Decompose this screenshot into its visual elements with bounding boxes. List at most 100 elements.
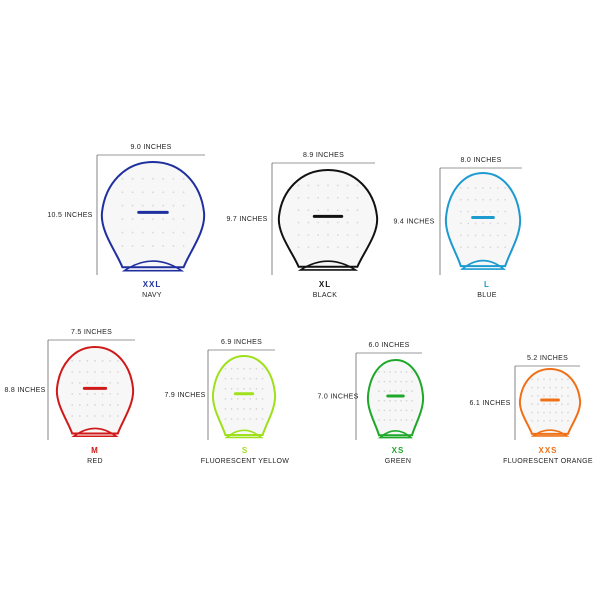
wrist-strap — [71, 427, 119, 438]
paddle-hole — [317, 246, 320, 249]
paddle-hole — [327, 184, 329, 187]
paddle-hole — [531, 386, 533, 389]
paddle-hole — [336, 233, 339, 236]
paddle-hole — [411, 409, 413, 412]
paddle-hole — [249, 387, 252, 390]
paddle-hole — [71, 359, 74, 362]
paddle-hole — [255, 397, 258, 400]
paddle-hole — [394, 409, 397, 412]
paddle-hole — [467, 234, 470, 237]
paddle-hole — [116, 415, 119, 417]
size-label: M — [91, 446, 99, 455]
paddle-hole — [467, 210, 470, 213]
height-label: 10.5 INCHES — [47, 212, 92, 219]
paddle-hole — [400, 380, 402, 383]
paddle-hole — [255, 387, 258, 390]
paddle-hole — [131, 231, 134, 234]
paddle-hole — [336, 209, 339, 212]
paddle-hole — [297, 209, 300, 212]
paddle-hole — [78, 370, 81, 373]
wrist-strap — [121, 260, 185, 272]
paddle-hole — [297, 184, 300, 187]
paddle-hole — [261, 408, 264, 410]
paddle-hole — [71, 404, 74, 406]
paddle-hole — [389, 409, 391, 412]
paddle-hole — [405, 399, 408, 402]
paddle-hole — [567, 419, 569, 422]
paddle-hole — [249, 397, 252, 400]
paddle-hole — [555, 403, 557, 406]
paddle-hole — [411, 390, 413, 393]
paddle-hole — [489, 246, 492, 249]
paddle-hole — [356, 196, 359, 199]
paddle-hole — [504, 234, 507, 237]
paddle-hole — [131, 245, 134, 247]
paddle-hole — [346, 233, 349, 236]
paddle-hole — [261, 387, 264, 390]
paddle-hole — [94, 359, 96, 362]
paddle-hole — [467, 186, 470, 189]
height-label: 6.1 INCHES — [469, 400, 510, 407]
paddle-hole — [336, 246, 339, 249]
paddle-hole — [109, 359, 112, 362]
paddle-hole — [109, 404, 112, 406]
paddle-hole — [261, 367, 264, 370]
paddle-hole — [400, 371, 402, 373]
paddle-hole — [356, 221, 359, 224]
paddle-hole — [467, 198, 470, 201]
paddle-hole — [121, 177, 124, 180]
paddle-hole — [78, 359, 81, 362]
paddle-hole — [555, 395, 557, 397]
paddle-hole — [94, 381, 96, 384]
paddle-hole — [162, 245, 165, 247]
size-label: XS — [392, 446, 405, 455]
paddle-hole — [243, 387, 245, 390]
paddle-hole — [224, 397, 227, 400]
paddle-hole — [86, 359, 89, 362]
paddle-hole — [482, 198, 484, 201]
paddle-hole — [346, 184, 349, 187]
paddle-hole — [261, 397, 264, 400]
paddle — [100, 160, 206, 269]
paddle-hole — [567, 386, 569, 389]
paddle-hole — [504, 198, 507, 201]
paddle-hole — [489, 234, 492, 237]
paddle-hole — [261, 418, 264, 420]
size-label: XXS — [538, 446, 557, 455]
paddle-hole — [543, 419, 545, 422]
paddle-hole — [549, 403, 551, 406]
paddle-hole — [482, 234, 484, 237]
paddle-hole — [543, 403, 545, 406]
paddle-hole — [243, 418, 245, 420]
paddle-hole — [78, 415, 81, 417]
paddle-hole — [116, 393, 119, 395]
paddle-hole — [400, 399, 402, 402]
paddle-hole — [561, 386, 563, 389]
paddle-hole — [297, 196, 300, 199]
paddle-hole — [482, 246, 484, 249]
paddle-hole — [152, 231, 154, 234]
height-label: 9.7 INCHES — [226, 216, 267, 223]
paddle-hole — [182, 191, 185, 194]
width-label: 8.9 INCHES — [303, 152, 344, 159]
paddle-hole — [383, 371, 386, 373]
paddle-hole — [394, 390, 397, 393]
paddle-hole — [86, 404, 89, 406]
paddle-hole — [400, 419, 402, 421]
paddle-hole — [496, 234, 499, 237]
paddle — [366, 358, 425, 437]
paddle-hole — [543, 386, 545, 389]
width-label: 6.0 INCHES — [368, 342, 409, 349]
paddle-hole — [346, 246, 349, 249]
paddle-hole — [474, 198, 477, 201]
paddle-hole — [389, 380, 391, 383]
paddle-hole — [555, 378, 557, 381]
paddle-hole — [261, 377, 264, 380]
paddle-hole — [182, 218, 185, 221]
height-label: 8.8 INCHES — [4, 387, 45, 394]
paddle-hole — [537, 386, 539, 389]
paddle-hole — [389, 399, 391, 402]
paddle-hole — [555, 411, 557, 414]
paddle-hole — [172, 191, 175, 194]
paddle-hole — [224, 418, 227, 420]
